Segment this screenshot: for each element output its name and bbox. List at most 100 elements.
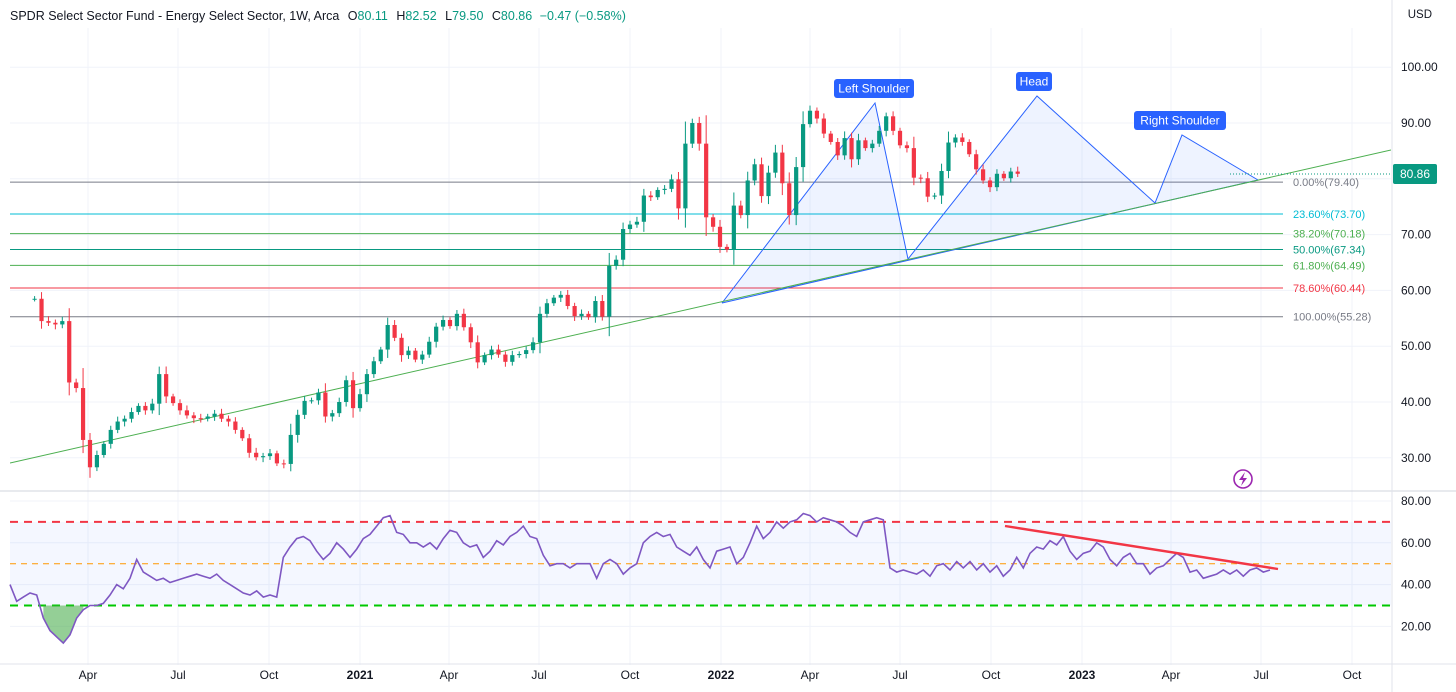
candle-body bbox=[94, 455, 100, 468]
candle bbox=[281, 459, 286, 469]
candle bbox=[74, 378, 79, 393]
candle-body bbox=[662, 188, 667, 190]
candle bbox=[807, 105, 813, 128]
candle bbox=[67, 308, 72, 396]
price-tick-label: 60.00 bbox=[1401, 283, 1431, 297]
candle bbox=[627, 220, 633, 234]
candle bbox=[496, 344, 501, 358]
pattern-annotation: Right Shoulder bbox=[1134, 111, 1226, 130]
candle bbox=[918, 174, 923, 184]
candle bbox=[524, 346, 529, 359]
price-tick-label: 90.00 bbox=[1401, 116, 1431, 130]
candle-body bbox=[392, 324, 397, 338]
candle bbox=[565, 289, 570, 310]
candle bbox=[551, 294, 556, 306]
time-tick-label: Apr bbox=[1162, 668, 1181, 682]
candle-body bbox=[164, 374, 169, 397]
annotation-text: Left Shoulder bbox=[838, 82, 909, 96]
candle bbox=[371, 356, 376, 378]
annotation-box bbox=[1016, 72, 1052, 91]
candle-body bbox=[399, 337, 404, 356]
high-value: 82.52 bbox=[405, 9, 437, 23]
candle-body bbox=[1001, 173, 1006, 179]
time-tick-label: Apr bbox=[440, 668, 459, 682]
candle-body bbox=[752, 164, 757, 181]
candle bbox=[344, 375, 349, 407]
price-change: −0.47 (−0.58%) bbox=[539, 9, 626, 23]
candle bbox=[683, 121, 688, 228]
time-tick-label: Apr bbox=[79, 668, 98, 682]
candle-body bbox=[136, 405, 141, 413]
candle-body bbox=[74, 382, 79, 389]
candle-body bbox=[32, 298, 37, 300]
candle bbox=[122, 415, 127, 427]
candle-body bbox=[378, 349, 383, 362]
candle-body bbox=[87, 439, 93, 468]
candle bbox=[309, 397, 314, 404]
candle bbox=[150, 398, 155, 414]
candle bbox=[87, 433, 93, 478]
candle-body bbox=[911, 148, 916, 178]
candle-body bbox=[240, 429, 245, 439]
candle-body bbox=[980, 169, 986, 181]
candle bbox=[537, 306, 543, 354]
candle bbox=[80, 368, 86, 454]
candle-body bbox=[60, 321, 65, 325]
open-label: O bbox=[347, 9, 358, 23]
candle bbox=[953, 134, 958, 148]
head-shoulders-outline bbox=[721, 95, 1259, 304]
candle bbox=[53, 319, 58, 330]
candle bbox=[115, 416, 120, 434]
candle-body bbox=[704, 143, 709, 218]
candle-body bbox=[800, 124, 806, 168]
candle-body bbox=[170, 396, 176, 404]
lightning-icon-ring bbox=[1233, 469, 1253, 489]
candle bbox=[863, 137, 868, 151]
candle bbox=[226, 415, 231, 427]
candle-body bbox=[406, 350, 411, 356]
open-value: 80.11 bbox=[357, 9, 388, 23]
candle bbox=[60, 316, 65, 329]
candle bbox=[233, 417, 238, 434]
candle bbox=[461, 308, 466, 331]
candle bbox=[212, 409, 217, 421]
candle bbox=[745, 171, 750, 229]
candle-body bbox=[745, 180, 750, 216]
candle bbox=[987, 177, 993, 193]
candle-body bbox=[904, 145, 910, 149]
candle-body bbox=[143, 405, 148, 411]
price-tick-label: 30.00 bbox=[1401, 451, 1431, 465]
candle bbox=[101, 441, 106, 458]
candle-body bbox=[177, 403, 183, 411]
candle-body bbox=[697, 123, 702, 144]
candle bbox=[572, 302, 577, 321]
candle bbox=[634, 216, 640, 228]
fib-label: 100.00%(55.28) bbox=[1293, 312, 1371, 324]
candle bbox=[787, 172, 792, 225]
candle bbox=[835, 137, 840, 160]
candle bbox=[267, 448, 273, 460]
time-tick-label: 2022 bbox=[708, 668, 735, 682]
candle-body bbox=[254, 452, 259, 458]
fib-label: 23.60%(73.70) bbox=[1293, 209, 1365, 221]
candle-body bbox=[357, 394, 363, 409]
candle-body bbox=[794, 167, 799, 216]
price-tick-label: 100.00 bbox=[1401, 60, 1438, 74]
candle-body bbox=[710, 217, 716, 227]
candle-body bbox=[759, 164, 764, 197]
candle-body bbox=[80, 388, 86, 440]
candle-body bbox=[787, 183, 792, 216]
candle-body bbox=[856, 140, 861, 160]
candle bbox=[94, 450, 100, 472]
candle-body bbox=[337, 402, 342, 414]
candle bbox=[143, 402, 148, 415]
candle-body bbox=[572, 306, 577, 317]
candle-body bbox=[558, 294, 563, 298]
fib-label: 61.80%(64.49) bbox=[1293, 260, 1365, 272]
candle bbox=[766, 165, 771, 205]
time-tick-label: Oct bbox=[260, 668, 279, 682]
candle bbox=[738, 200, 743, 219]
candle bbox=[316, 388, 321, 405]
candle-body bbox=[669, 179, 674, 189]
